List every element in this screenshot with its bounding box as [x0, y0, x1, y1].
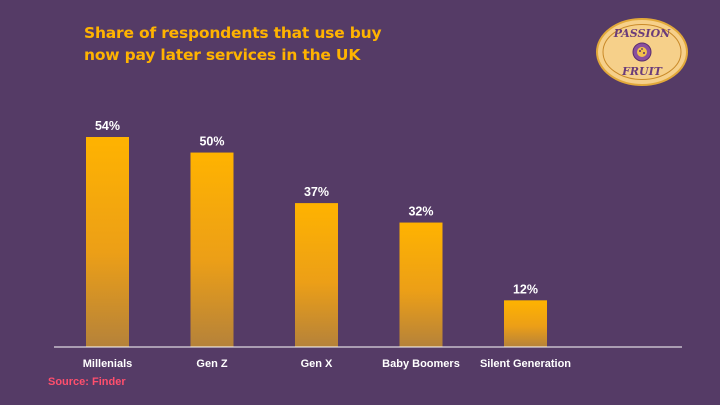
data-label: 37% [304, 185, 329, 199]
data-label: 50% [199, 135, 224, 149]
bars-layer: 54% Millenials 50% Gen Z 37% Gen X 32% Baby Boo… [83, 119, 572, 370]
logo-text-bottom: FRUIT [621, 65, 663, 78]
x-tick-label: Baby Boomers [382, 358, 460, 370]
chart-title-line-1: Share of respondents that use buy [84, 24, 382, 42]
passion-fruit-logo: PASSION FRUIT [596, 18, 688, 86]
bar-gen-x [295, 203, 338, 347]
bar-millenials [86, 137, 129, 347]
bar-gen-z [190, 152, 234, 347]
passion-fruit-icon [632, 42, 652, 62]
data-label: 12% [513, 282, 538, 296]
chart-title-line-2: now pay later services in the UK [84, 46, 361, 64]
logo-text-top: PASSION [613, 27, 671, 40]
x-tick-label: Gen Z [196, 358, 227, 370]
bar-silent-generation [504, 300, 547, 347]
source-note: Source: Finder [48, 376, 126, 388]
chart-title: Share of respondents that use buy now pa… [84, 22, 444, 66]
bar-baby-boomers [399, 222, 443, 347]
x-tick-label: Silent Generation [480, 358, 571, 370]
x-tick-label: Millenials [83, 358, 133, 370]
x-tick-label: Gen X [301, 358, 333, 370]
data-label: 54% [95, 119, 120, 133]
data-label: 32% [408, 205, 433, 219]
